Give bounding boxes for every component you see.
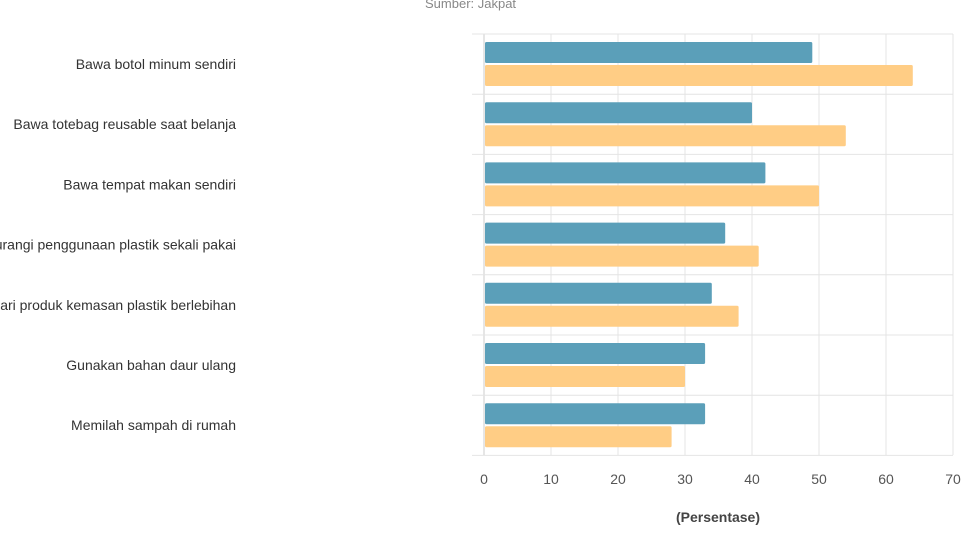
bar-series-1 — [485, 102, 752, 124]
category-label: Bawa botol minum sendiri — [76, 56, 236, 72]
source-label: Sumber: Jakpat — [425, 0, 516, 11]
category-label: Hindari produk kemasan plastik berlebiha… — [0, 297, 236, 313]
bar-series-1 — [485, 162, 766, 184]
x-tick-label: 10 — [543, 471, 559, 487]
bar-series-2 — [485, 426, 672, 448]
x-tick-label: 20 — [610, 471, 626, 487]
bar-series-2 — [485, 65, 913, 86]
bar-series-2 — [485, 366, 685, 387]
x-axis-ticks: 0 10 20 30 40 50 60 70 — [480, 471, 961, 487]
gridlines — [472, 33, 954, 456]
bar-series-2 — [485, 125, 846, 147]
category-label: Kurangi penggunaan plastik sekali pakai — [0, 237, 236, 253]
x-tick-label: 30 — [677, 471, 693, 487]
x-tick-label: 70 — [945, 471, 961, 487]
x-axis-label: (Persentase) — [676, 509, 760, 525]
bars — [485, 42, 913, 448]
category-label: Memilah sampah di rumah — [71, 417, 236, 433]
bar-series-1 — [485, 42, 813, 63]
x-tick-label: 0 — [480, 471, 488, 487]
x-tick-label: 50 — [811, 471, 827, 487]
category-label: Bawa tempat makan sendiri — [63, 176, 236, 192]
x-tick-label: 60 — [878, 471, 894, 487]
bar-series-2 — [485, 185, 819, 207]
bar-series-2 — [485, 305, 739, 327]
bar-series-1 — [485, 343, 706, 364]
bar-series-2 — [485, 245, 759, 267]
category-label: Gunakan bahan daur ulang — [66, 357, 236, 373]
category-labels: Bawa botol minum sendiri Bawa totebag reu… — [0, 56, 236, 433]
bar-series-1 — [485, 222, 726, 244]
x-tick-label: 40 — [744, 471, 760, 487]
category-label: Bawa totebag reusable saat belanja — [13, 116, 236, 132]
bar-series-1 — [485, 403, 706, 425]
bar-series-1 — [485, 282, 712, 304]
